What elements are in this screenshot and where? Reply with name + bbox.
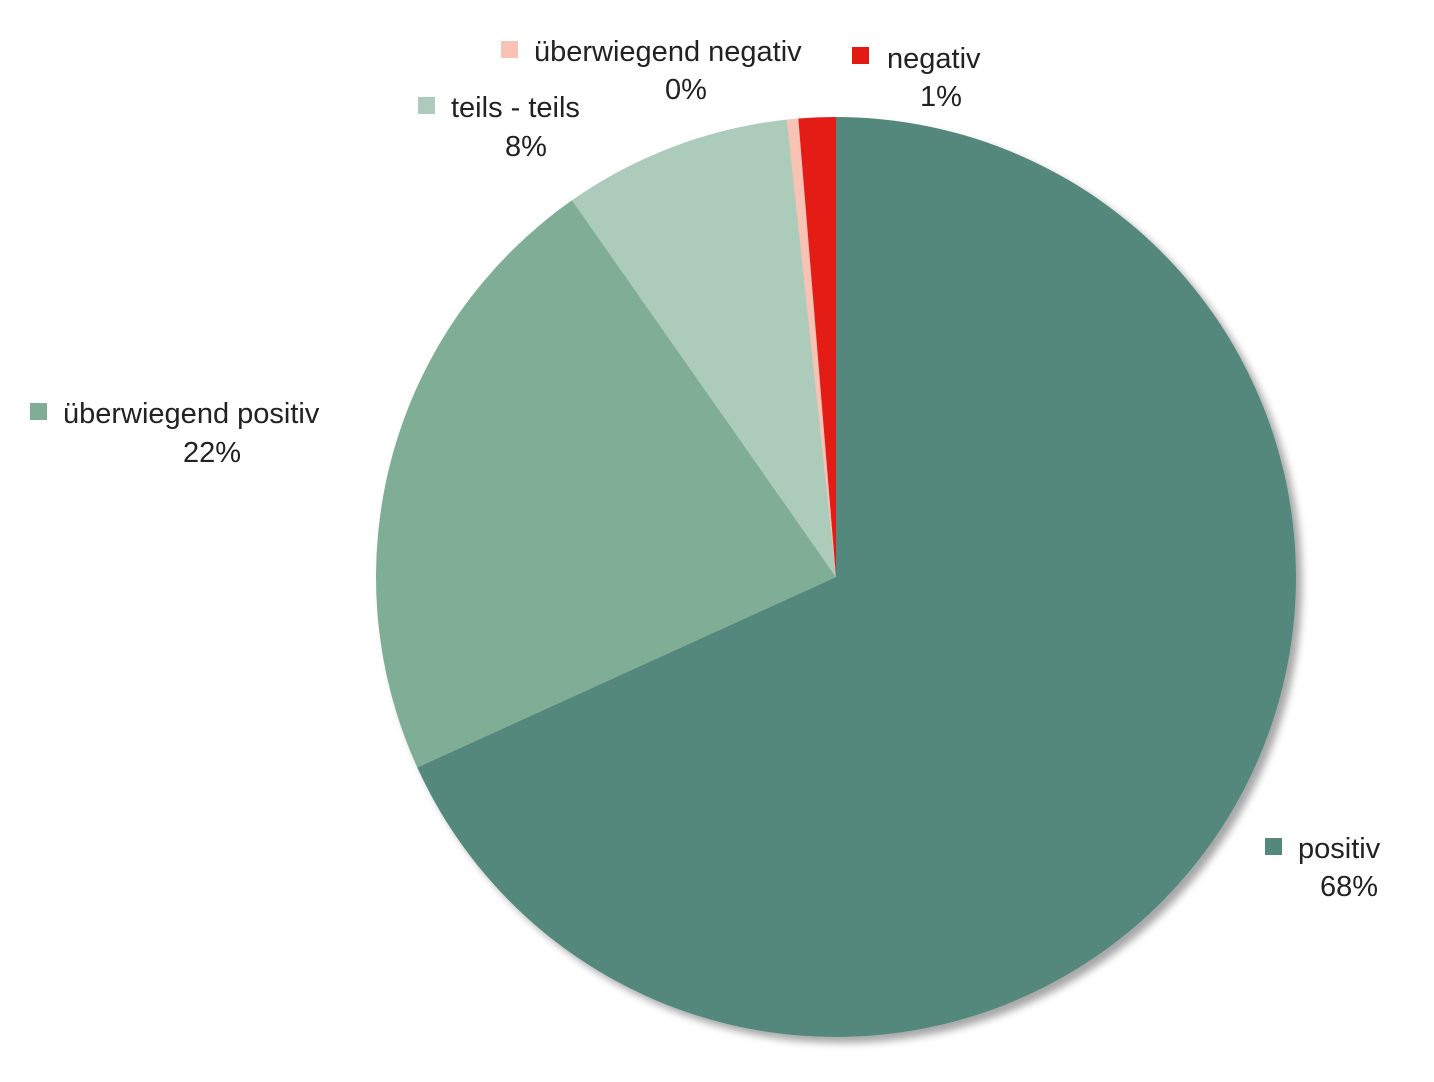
- slice-value-positiv: 68%: [1320, 871, 1378, 903]
- legend-swatch-positiv: [1265, 838, 1282, 855]
- slice-value-ueberwiegend-negativ: 0%: [665, 74, 707, 106]
- legend-swatch-teils-teils: [418, 97, 435, 114]
- slice-label-ueberwiegend-negativ: überwiegend negativ: [534, 36, 802, 68]
- pie-slices: [376, 116, 1297, 1037]
- slice-label-negativ: negativ: [887, 43, 981, 75]
- pie-slice-ueberwiegend-negativ: [786, 118, 836, 577]
- slice-label-teils-teils: teils - teils: [451, 92, 580, 124]
- slice-value-teils-teils: 8%: [505, 131, 547, 163]
- pie-slice-negativ: [798, 116, 836, 577]
- pie-slice-ueberwiegend-positiv: [376, 200, 836, 768]
- legend-swatch-ueberwiegend-negativ: [501, 41, 518, 58]
- pie-labels: positiv 68% überwiegend positiv 22% teils - …: [30, 36, 1381, 903]
- slice-label-positiv: positiv: [1298, 833, 1381, 865]
- legend-swatch-ueberwiegend-positiv: [30, 403, 47, 420]
- slice-value-negativ: 1%: [920, 81, 962, 113]
- slice-value-ueberwiegend-positiv: 22%: [183, 437, 241, 469]
- legend-swatch-negativ: [852, 47, 869, 64]
- slice-label-ueberwiegend-positiv: überwiegend positiv: [63, 398, 320, 430]
- pie-slice-positiv: [417, 117, 1297, 1037]
- pie-slice-teils-teils: [571, 119, 836, 577]
